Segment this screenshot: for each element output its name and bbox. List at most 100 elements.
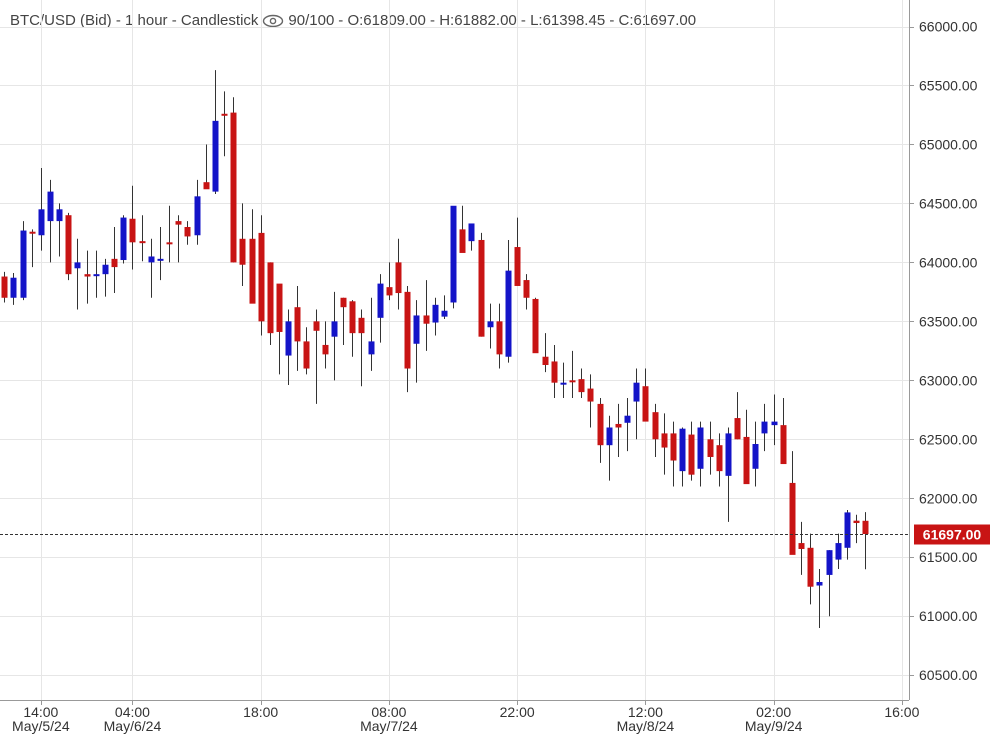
- candle-up: [752, 421, 759, 487]
- candle-down: [139, 215, 146, 262]
- candle-down: [184, 221, 191, 245]
- candle-down: [239, 203, 246, 286]
- candle-up: [697, 421, 704, 487]
- candle-down: [395, 238, 402, 310]
- candle-up: [285, 309, 292, 386]
- candle-body: [688, 434, 695, 475]
- candle-body: [221, 113, 228, 116]
- candle-down: [358, 309, 365, 387]
- candle-body: [679, 428, 686, 472]
- candle-body: [413, 315, 420, 344]
- candle-body: [29, 231, 36, 234]
- candle-body: [10, 277, 17, 298]
- candle-down: [29, 229, 36, 268]
- candle-up: [771, 394, 778, 446]
- y-tick-label: 66000.00: [919, 19, 978, 35]
- candle-body: [807, 547, 814, 587]
- candle-down: [322, 321, 329, 369]
- candle-down: [514, 217, 521, 286]
- candle-body: [835, 543, 842, 560]
- candle-down: [670, 421, 677, 487]
- candle-down: [642, 368, 649, 422]
- candle-body: [285, 321, 292, 356]
- y-tick-label: 63000.00: [919, 372, 978, 388]
- candle-up: [505, 239, 512, 363]
- x-tick-date: May/8/24: [617, 718, 675, 734]
- candles: [1, 70, 869, 628]
- candle-down: [294, 285, 301, 371]
- candle-up: [74, 238, 81, 310]
- y-tick-label: 62500.00: [919, 431, 978, 447]
- x-tick-date: May/6/24: [104, 718, 162, 734]
- candle-body: [652, 412, 659, 440]
- candle-up: [413, 300, 420, 383]
- candle-body: [432, 304, 439, 323]
- candle-up: [725, 427, 732, 522]
- candle-body: [386, 287, 393, 296]
- y-tick-label: 61000.00: [919, 608, 978, 624]
- candle-body: [47, 191, 54, 222]
- candle-up: [157, 226, 164, 281]
- candle-body: [743, 436, 750, 485]
- candle-up: [679, 427, 686, 487]
- candle-body: [816, 581, 823, 586]
- candle-body: [642, 386, 649, 422]
- candle-body: [487, 321, 494, 328]
- candle-body: [597, 403, 604, 446]
- x-tick-time: 02:00: [756, 704, 791, 720]
- candle-body: [569, 380, 576, 383]
- candle-body: [148, 256, 155, 263]
- candle-down: [853, 514, 860, 544]
- candle-body: [93, 274, 100, 277]
- candle-up: [148, 238, 155, 298]
- candle-body: [514, 247, 521, 286]
- symbol-label: BTC/USD (Bid) - 1 hour - Candlestick: [10, 12, 259, 29]
- candle-body: [203, 182, 210, 190]
- candle-down: [230, 97, 237, 263]
- candle-body: [368, 341, 375, 355]
- candle-body: [532, 298, 539, 354]
- y-tick-label: 63500.00: [919, 313, 978, 329]
- x-tick-time: 22:00: [500, 704, 535, 720]
- last-price-tag: [914, 524, 990, 545]
- candle-down: [532, 297, 539, 354]
- candle-up: [10, 272, 17, 305]
- eye-icon[interactable]: [262, 14, 284, 28]
- candle-down: [478, 232, 485, 337]
- candle-down: [798, 521, 805, 575]
- y-tick-label: 65000.00: [919, 136, 978, 152]
- candle-body: [331, 321, 338, 337]
- candle-up: [560, 362, 567, 399]
- candle-down: [313, 309, 320, 404]
- x-tick-time: 04:00: [115, 704, 150, 720]
- candle-down: [386, 262, 393, 301]
- candle-body: [468, 223, 475, 242]
- candle-up: [368, 297, 375, 371]
- candle-up: [816, 569, 823, 628]
- candle-down: [523, 274, 530, 310]
- candle-up: [56, 203, 63, 257]
- candle-body: [102, 264, 109, 275]
- score-label: 90/100: [288, 12, 335, 29]
- candle-body: [798, 543, 805, 549]
- candle-body: [633, 382, 640, 402]
- axes: [0, 0, 910, 701]
- candle-body: [120, 217, 127, 261]
- candle-body: [404, 291, 411, 369]
- last-price-label: 61697.00: [923, 527, 982, 543]
- candle-down: [1, 271, 8, 303]
- candle-down: [807, 533, 814, 605]
- candle-body: [74, 262, 81, 269]
- candle-body: [780, 425, 787, 465]
- candle-down: [862, 512, 869, 570]
- x-tick-date: May/5/24: [12, 718, 70, 734]
- candle-down: [111, 226, 118, 294]
- candle-body: [175, 221, 182, 225]
- candle-down: [542, 333, 549, 373]
- candle-body: [322, 344, 329, 355]
- candle-body: [267, 262, 274, 334]
- candle-up: [441, 295, 448, 319]
- candle-down: [65, 212, 72, 281]
- candle-body: [303, 341, 310, 369]
